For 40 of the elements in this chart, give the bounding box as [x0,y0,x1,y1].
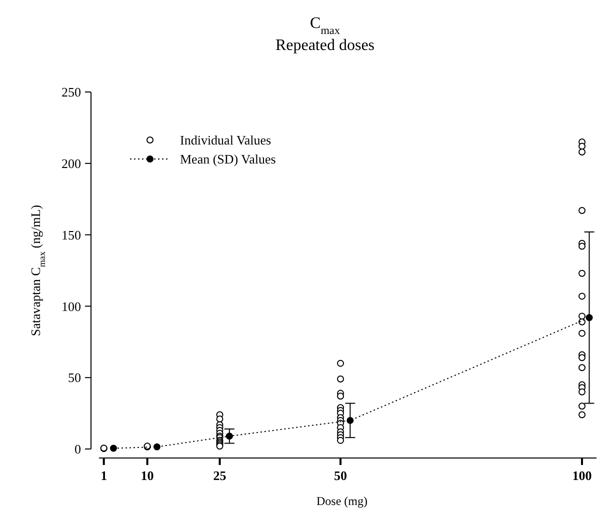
point [337,436,344,444]
y-tick-label: 0 [74,442,81,457]
x-tick-label: 25 [213,468,227,483]
y-tick-label: 100 [62,298,81,314]
point [578,207,586,214]
point [578,388,586,396]
x-tick-label: 100 [572,468,592,483]
point [578,411,586,418]
point [578,292,586,300]
point [578,142,586,150]
point [226,432,233,440]
point [337,392,344,400]
y-tick-label: 150 [62,227,81,242]
point [586,314,593,322]
x-tick-label: 10 [140,468,154,483]
point [110,444,117,452]
legend-label: Mean (SD) Values [180,152,276,167]
point [578,270,586,277]
x-tick-label: 50 [334,468,348,483]
point [578,242,586,250]
point [578,364,586,372]
point [346,416,354,424]
point [153,443,160,450]
y-tick-label: 50 [68,370,81,386]
point [578,354,586,362]
point [578,148,586,156]
point [578,330,586,337]
x-tick-label: 1 [100,468,108,483]
chart-title: C$_{max}$ [310,15,340,37]
point [578,402,586,410]
y-tick-label: 250 [62,84,81,100]
point [578,318,586,326]
point [337,360,344,367]
chart-subtitle: Repeated doses [275,37,375,54]
point [578,312,586,320]
point [337,376,344,383]
point [216,416,224,423]
x-axis-title: Dose (mg) [316,494,368,508]
y-tick-label: 200 [62,156,81,171]
legend-label: Individual Values [180,132,272,148]
